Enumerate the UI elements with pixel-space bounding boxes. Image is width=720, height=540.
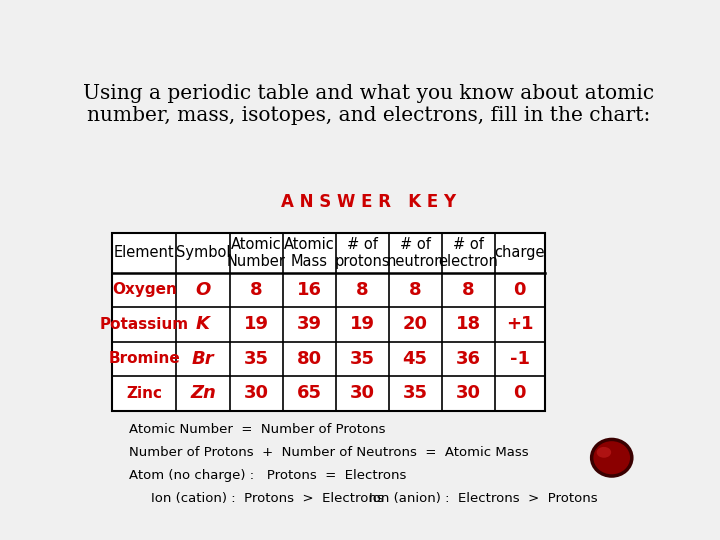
Text: Ion (cation) :  Protons  >  Electrons: Ion (cation) : Protons > Electrons (151, 492, 384, 505)
Text: Ion (anion) :  Electrons  >  Protons: Ion (anion) : Electrons > Protons (369, 492, 598, 505)
Text: 45: 45 (402, 350, 428, 368)
Text: Atomic
Number: Atomic Number (227, 237, 285, 269)
Text: # of
neutron: # of neutron (387, 237, 444, 269)
Text: -1: -1 (510, 350, 530, 368)
Text: 16: 16 (297, 281, 322, 299)
Text: 35: 35 (402, 384, 428, 402)
Text: O: O (195, 281, 211, 299)
Text: Number of Protons  +  Number of Neutrons  =  Atomic Mass: Number of Protons + Number of Neutrons =… (129, 446, 528, 459)
Text: Zinc: Zinc (127, 386, 163, 401)
Text: charge: charge (495, 246, 545, 260)
Text: 30: 30 (349, 384, 374, 402)
Text: 0: 0 (513, 384, 526, 402)
Text: +1: +1 (506, 315, 534, 334)
Text: 8: 8 (409, 281, 421, 299)
Text: K: K (196, 315, 210, 334)
Text: # of
electron: # of electron (438, 237, 498, 269)
Text: Bromine: Bromine (109, 352, 180, 367)
Text: 8: 8 (250, 281, 262, 299)
Text: 35: 35 (349, 350, 374, 368)
Text: Br: Br (192, 350, 215, 368)
Ellipse shape (592, 440, 632, 476)
Text: 39: 39 (297, 315, 322, 334)
Text: Using a periodic table and what you know about atomic
number, mass, isotopes, an: Using a periodic table and what you know… (84, 84, 654, 125)
Text: A N S W E R   K E Y: A N S W E R K E Y (282, 193, 456, 211)
Text: 65: 65 (297, 384, 322, 402)
Text: Atom (no charge) :   Protons  =  Electrons: Atom (no charge) : Protons = Electrons (129, 469, 406, 482)
Text: Atomic
Mass: Atomic Mass (284, 237, 334, 269)
Text: Symbol: Symbol (176, 246, 230, 260)
Text: 30: 30 (243, 384, 269, 402)
Text: 18: 18 (456, 315, 481, 334)
Text: 20: 20 (402, 315, 428, 334)
Text: 19: 19 (349, 315, 374, 334)
Text: Atomic Number  =  Number of Protons: Atomic Number = Number of Protons (129, 423, 386, 436)
Text: Potassium: Potassium (100, 317, 189, 332)
Text: 35: 35 (243, 350, 269, 368)
Text: 8: 8 (462, 281, 474, 299)
Text: 80: 80 (297, 350, 322, 368)
Text: Zn: Zn (190, 384, 216, 402)
Ellipse shape (597, 447, 611, 458)
Text: # of
protons: # of protons (334, 237, 390, 269)
Bar (112, 233, 545, 411)
Text: 0: 0 (513, 281, 526, 299)
Text: 36: 36 (456, 350, 480, 368)
Text: 19: 19 (243, 315, 269, 334)
Text: 8: 8 (356, 281, 369, 299)
Text: Element: Element (114, 246, 175, 260)
Text: Oxygen: Oxygen (112, 282, 177, 298)
Text: 30: 30 (456, 384, 480, 402)
